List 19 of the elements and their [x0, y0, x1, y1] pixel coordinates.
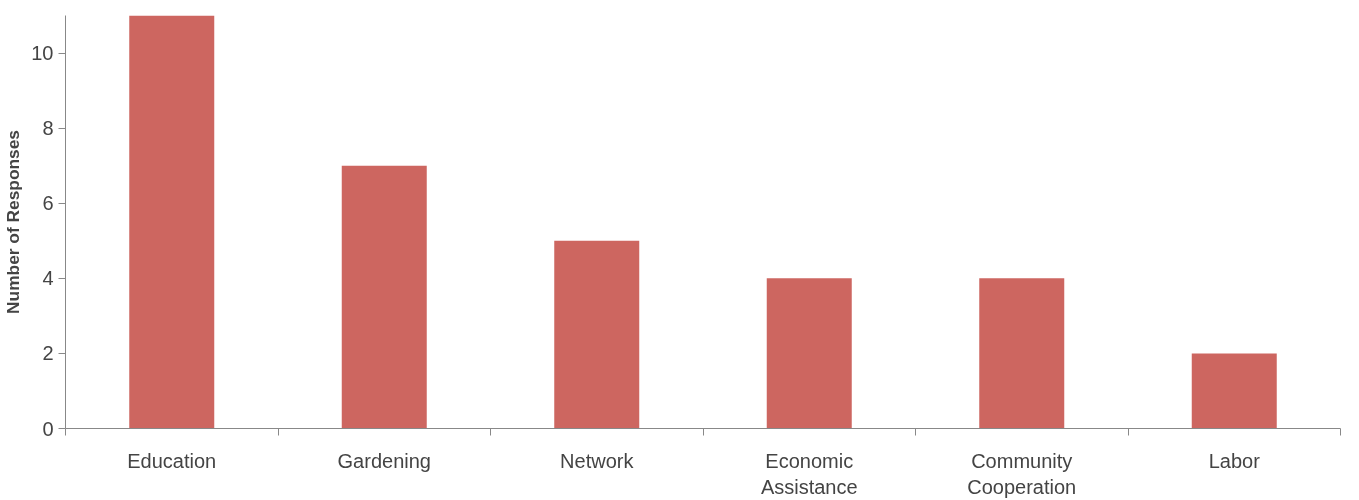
x-tick-label: Gardening [337, 449, 431, 472]
bar [554, 240, 640, 429]
y-axis-title: Number of Responses [3, 130, 24, 314]
bar [341, 165, 427, 429]
x-tick-label: Education [127, 449, 217, 472]
y-tick-label: 2 [42, 342, 54, 365]
y-tick-label: 8 [42, 117, 54, 140]
y-tick-label: 0 [42, 417, 54, 440]
x-tick-label: Community Cooperation [967, 449, 1077, 498]
bar [979, 278, 1065, 429]
y-tick-label: 4 [42, 267, 54, 290]
bar [129, 15, 215, 429]
bar [1191, 353, 1277, 429]
y-tick-label: 6 [42, 192, 54, 215]
x-tick-label: Network [560, 449, 635, 472]
x-tick-label: Labor [1208, 449, 1261, 472]
y-tick-label: 10 [31, 42, 54, 65]
x-tick-label: Economic Assistance [760, 449, 858, 498]
bar [766, 278, 852, 429]
